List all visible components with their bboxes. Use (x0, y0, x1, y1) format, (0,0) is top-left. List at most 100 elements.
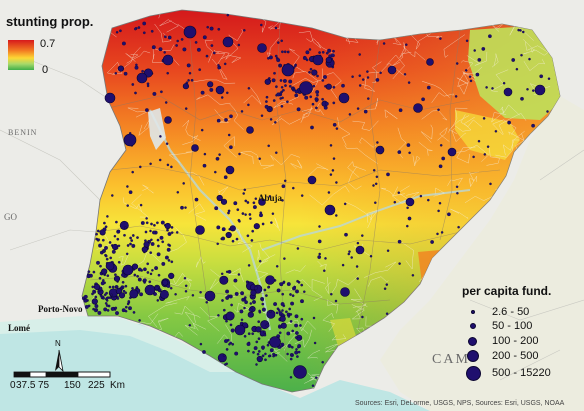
funding-dot (130, 239, 134, 242)
funding-dot (269, 336, 281, 348)
funding-dot (243, 306, 246, 310)
funding-dot (162, 54, 174, 66)
funding-dot (276, 288, 281, 293)
funding-dot (243, 298, 247, 302)
funding-dot (383, 287, 387, 290)
funding-dot (385, 312, 389, 315)
funding-dot (397, 239, 402, 244)
funding-dot (202, 350, 206, 354)
funding-dot (83, 294, 88, 299)
fund-legend-item: 100 - 200 (466, 334, 538, 348)
funding-dot (308, 70, 311, 74)
fund-dot-icon (467, 350, 479, 362)
funding-dot (324, 101, 329, 106)
funding-dot (119, 220, 129, 230)
funding-dot (117, 229, 121, 233)
funding-dot (299, 324, 302, 327)
lga-boundary (298, 31, 322, 49)
funding-dot (286, 282, 291, 287)
funding-dot (106, 274, 110, 278)
funding-dot (283, 50, 287, 54)
lga-boundary (431, 92, 454, 103)
lga-boundary (466, 51, 488, 66)
funding-dot (494, 130, 498, 133)
lga-boundary (529, 83, 551, 95)
funding-dot (194, 197, 199, 202)
lga-boundary (352, 120, 379, 131)
scale-label-150: 150 (64, 380, 81, 391)
funding-dot (127, 300, 131, 303)
funding-dot (209, 26, 214, 31)
funding-dot (146, 271, 150, 274)
funding-dot (170, 260, 174, 264)
funding-dot (355, 245, 365, 255)
funding-dot (315, 99, 318, 103)
lga-boundary (418, 142, 433, 156)
funding-dot (247, 332, 251, 336)
funding-dot (183, 25, 197, 39)
funding-dot (133, 273, 137, 277)
funding-dot (98, 243, 103, 248)
lga-boundary (460, 114, 483, 128)
funding-dot (282, 280, 286, 284)
funding-dot (282, 88, 285, 92)
funding-dot (123, 71, 128, 76)
funding-dot (214, 206, 219, 211)
funding-dot (403, 73, 407, 76)
funding-dot (202, 35, 207, 40)
funding-dot (134, 65, 139, 70)
lga-boundary (337, 117, 351, 146)
funding-dot (252, 205, 257, 210)
funding-dot (221, 236, 226, 241)
funding-dot (220, 96, 224, 99)
funding-dot (315, 376, 318, 379)
lga-boundary (234, 302, 250, 313)
funding-dot (299, 81, 313, 95)
funding-dot (261, 298, 264, 302)
funding-dot (207, 81, 214, 88)
funding-dot (170, 231, 174, 234)
funding-dot (91, 285, 95, 289)
funding-dot (158, 158, 162, 162)
funding-dot (302, 56, 307, 61)
funding-dot (139, 292, 144, 297)
funding-dot (261, 222, 265, 226)
funding-dot (291, 294, 295, 298)
funding-dot (239, 309, 244, 314)
funding-dot (225, 231, 232, 239)
funding-dot (465, 39, 469, 43)
funding-dot (311, 102, 315, 106)
lga-boundary (469, 175, 477, 188)
funding-dot (522, 30, 525, 34)
label-benin: BENIN (8, 128, 38, 137)
funding-dot (217, 27, 221, 31)
lga-boundary (523, 59, 546, 72)
funding-dot (271, 212, 275, 215)
funding-dot (252, 201, 256, 205)
funding-dot (221, 299, 224, 302)
lga-boundary (491, 109, 507, 123)
funding-dot (212, 51, 216, 55)
funding-dot (131, 243, 136, 248)
funding-dot (272, 352, 275, 356)
label-cam: CAM (432, 352, 470, 367)
funding-dot (406, 224, 409, 228)
funding-dot (278, 331, 282, 335)
funding-dot (281, 50, 284, 54)
funding-dot (102, 250, 106, 253)
funding-dot (92, 307, 95, 311)
funding-dot (289, 320, 293, 323)
funding-dot (227, 211, 230, 215)
funding-dot (209, 87, 214, 92)
funding-dot (156, 238, 160, 242)
lga-boundary (347, 160, 366, 178)
funding-dot (253, 346, 258, 351)
funding-dot (267, 56, 270, 60)
funding-dot (327, 48, 332, 53)
fund-legend-title: per capita fund. (462, 284, 552, 298)
funding-dot (140, 221, 145, 225)
lga-boundary (148, 302, 178, 328)
funding-dot (280, 104, 284, 108)
lga-boundary (322, 312, 335, 332)
lga-boundary (443, 34, 466, 58)
